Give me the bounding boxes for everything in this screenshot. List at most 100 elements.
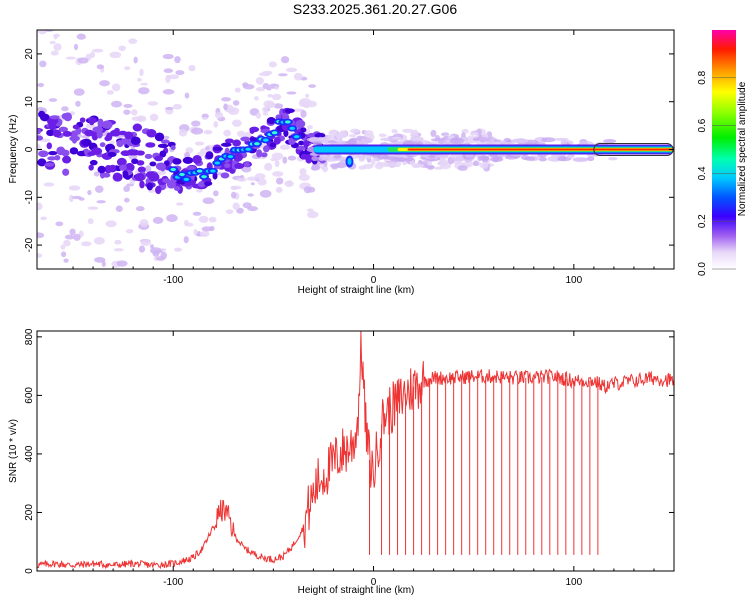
spectrogram-noise-blob bbox=[175, 70, 185, 76]
spectrogram-noise-blob bbox=[166, 214, 178, 222]
spectrogram-signal-blob bbox=[157, 143, 169, 149]
spectrogram-noise-blob bbox=[163, 135, 170, 140]
spectrogram-noise-blob bbox=[282, 156, 288, 164]
spectrogram-noise-blob bbox=[184, 92, 190, 99]
spectrogram-noise-blob bbox=[370, 158, 376, 166]
spectrogram-band-blob bbox=[394, 157, 403, 161]
spectrogram-signal-blob bbox=[274, 136, 281, 145]
spectrogram-noise-blob bbox=[411, 163, 421, 169]
spectrogram-noise-blob bbox=[140, 239, 152, 246]
spectrogram-noise-blob bbox=[55, 221, 64, 227]
spectrogram-noise-blob bbox=[37, 145, 42, 153]
spectrogram-noise-blob bbox=[272, 171, 284, 177]
spectrogram-noise-blob bbox=[87, 206, 99, 210]
spectrogram-noise-blob bbox=[75, 100, 81, 107]
spectrogram-signal-blob bbox=[260, 152, 268, 158]
figure-title: S233.2025.361.20.27.G06 bbox=[293, 1, 457, 17]
spectrogram-y-axis-label: Frequency (Hz) bbox=[8, 115, 19, 184]
spectrogram-signal-blob bbox=[48, 150, 58, 156]
spectrogram-signal-blob bbox=[61, 149, 70, 157]
y-tick-label: 600 bbox=[24, 387, 35, 404]
spectrogram-signal-blob bbox=[124, 163, 135, 172]
spectrogram-noise-blob bbox=[261, 106, 269, 113]
spectrogram-noise-blob bbox=[123, 185, 131, 193]
spectrogram-noise-blob bbox=[118, 45, 126, 52]
spectrogram-signal-blob bbox=[155, 162, 166, 171]
spectrogram-signal-blob bbox=[63, 112, 73, 122]
spectrogram-noise-blob bbox=[37, 30, 48, 35]
spectrogram-signal-blob bbox=[135, 150, 145, 156]
spectrogram-signal-blob bbox=[295, 119, 306, 128]
spectrogram-noise-blob bbox=[106, 90, 114, 95]
spectrogram-noise-blob bbox=[60, 244, 66, 250]
spectrogram-signal-blob bbox=[205, 151, 214, 160]
spectrogram-signal-blob bbox=[145, 142, 156, 148]
spectrogram-signal-blob bbox=[37, 135, 44, 141]
spectrogram-noise-blob bbox=[306, 208, 314, 212]
snr-x-axis-label: Height of straight line (km) bbox=[298, 585, 415, 596]
spectrogram-noise-blob bbox=[202, 116, 208, 120]
spectrogram-noise-blob bbox=[152, 249, 160, 257]
spectrogram-noise-blob bbox=[348, 134, 357, 138]
spectrogram-signal-blob bbox=[37, 128, 42, 135]
spectrogram-signal-blob bbox=[39, 113, 50, 122]
spectrogram-noise-blob bbox=[63, 258, 69, 263]
colorbar-tick-label: 0.0 bbox=[697, 262, 708, 276]
spectrogram-noise-blob bbox=[80, 241, 92, 247]
spectrogram-noise-blob bbox=[76, 33, 86, 40]
spectrogram-band-blob bbox=[465, 153, 474, 158]
spectrogram-band-blob bbox=[409, 136, 424, 142]
y-tick-label: 0 bbox=[24, 146, 35, 152]
snr-background bbox=[37, 331, 674, 571]
spectrogram-signal-blob bbox=[134, 173, 145, 182]
spectrogram-noise-blob bbox=[208, 216, 217, 223]
spectrogram-signal-blob bbox=[145, 171, 156, 179]
spectrogram-band-blob bbox=[320, 154, 328, 160]
spectrogram-noise-blob bbox=[305, 93, 310, 98]
spectrogram-signal-blob bbox=[58, 126, 69, 133]
spectrogram-noise-blob bbox=[44, 30, 55, 32]
spectrogram-noise-blob bbox=[427, 160, 432, 166]
spectrogram-signal-blob bbox=[139, 180, 145, 189]
colorbar-gradient bbox=[712, 30, 736, 269]
spectrogram-band-blob bbox=[328, 140, 338, 144]
spectrogram-noise-blob bbox=[300, 110, 307, 118]
spectrogram-noise-blob bbox=[267, 93, 273, 98]
spectrogram-noise-blob bbox=[221, 97, 232, 102]
spectrogram-noise-blob bbox=[224, 108, 237, 113]
spectrogram-noise-blob bbox=[94, 185, 104, 193]
spectrogram-signal-blob bbox=[37, 158, 47, 167]
spectrogram-noise-blob bbox=[140, 82, 148, 86]
spectrogram-band-blob bbox=[541, 137, 556, 143]
spectrogram-signal-blob bbox=[305, 154, 312, 163]
spectrogram-noise-blob bbox=[320, 164, 325, 170]
spectrogram-noise-blob bbox=[178, 128, 188, 137]
spectrogram-noise-blob bbox=[61, 106, 69, 112]
spectrogram-signal-blob bbox=[47, 156, 57, 161]
spectrogram-noise-blob bbox=[130, 109, 138, 116]
spectrogram-noise-blob bbox=[137, 77, 142, 82]
spectrogram-signal-blob bbox=[155, 185, 162, 195]
spectrogram-core-highlight bbox=[170, 167, 177, 172]
spectrogram-band-blob bbox=[317, 136, 325, 142]
spectrogram-noise-blob bbox=[39, 60, 47, 68]
spectrogram-noise-blob bbox=[125, 228, 134, 234]
spectrogram-band-blob bbox=[547, 155, 563, 162]
spectrogram-noise-blob bbox=[247, 206, 259, 212]
spectrogram-noise-blob bbox=[430, 129, 437, 138]
spectrogram-signal-blob bbox=[52, 129, 62, 138]
colorbar-label: Normalized spectral amplitude bbox=[737, 81, 748, 216]
spectrogram-signal-blob bbox=[204, 181, 213, 186]
spectrogram-signal-blob bbox=[101, 120, 113, 129]
spectrogram-noise-blob bbox=[73, 88, 85, 96]
spectrogram-noise-blob bbox=[173, 247, 183, 252]
spectrogram-noise-blob bbox=[43, 182, 55, 187]
spectrogram-noise-blob bbox=[439, 161, 452, 170]
spectrogram-band-blob bbox=[360, 137, 373, 144]
spectrogram-signal-blob bbox=[87, 151, 97, 156]
spectrogram-signal-blob bbox=[62, 130, 72, 137]
spectrogram-noise-blob bbox=[96, 64, 105, 70]
spectrogram-signal-blob bbox=[314, 132, 326, 138]
spectrogram-noise-blob bbox=[174, 56, 181, 64]
snr-x-ticks: -100 0 100 bbox=[72, 331, 675, 588]
